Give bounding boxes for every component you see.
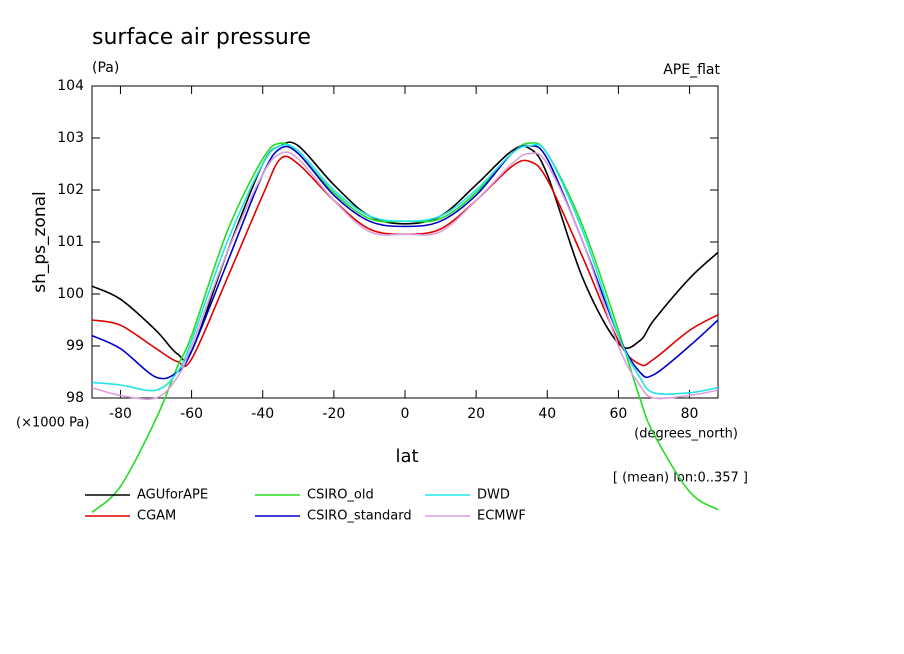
y-tick-label: 101 <box>57 234 84 250</box>
series-line <box>91 144 719 380</box>
series-line <box>91 151 719 400</box>
x-tick-label: 80 <box>681 406 699 422</box>
series-line <box>91 143 719 395</box>
x-tick-label: 20 <box>467 406 485 422</box>
x-tick-label: 40 <box>538 406 556 422</box>
note: [ (mean) lon:0..357 ] <box>613 471 748 486</box>
x-tick-label: -20 <box>322 406 345 422</box>
legend-label: AGUforAPE <box>137 488 208 503</box>
legend-label: CSIRO_old <box>307 488 374 503</box>
x-tick-label: -60 <box>180 406 203 422</box>
legend-label: CSIRO_standard <box>307 509 412 524</box>
y-tick-label: 102 <box>57 182 84 198</box>
chart-title: surface air pressure <box>92 25 311 50</box>
experiment-label: APE_flat <box>663 62 720 78</box>
legend-label: CGAM <box>137 509 176 524</box>
x-tick-label: -40 <box>251 406 274 422</box>
y-scale-label: (×1000 Pa) <box>16 416 89 431</box>
y-tick-label: 100 <box>57 286 84 302</box>
y-tick-label: 98 <box>66 390 84 406</box>
y-tick-label: 99 <box>66 338 84 354</box>
y-tick-label: 103 <box>57 130 84 146</box>
y-tick-label: 104 <box>57 78 84 94</box>
series-line <box>91 141 719 362</box>
legend-label: DWD <box>477 488 510 503</box>
x-tick-label: 60 <box>609 406 627 422</box>
x-units-label: (degrees_north) <box>634 427 738 442</box>
x-axis-label: lat <box>395 446 418 467</box>
x-tick-label: -80 <box>109 406 132 422</box>
series-line <box>91 155 719 368</box>
x-tick-label: 0 <box>401 406 410 422</box>
legend-label: ECMWF <box>477 509 526 524</box>
units-label: (Pa) <box>92 60 119 76</box>
y-axis-label: sh_ps_zonal <box>30 191 50 293</box>
